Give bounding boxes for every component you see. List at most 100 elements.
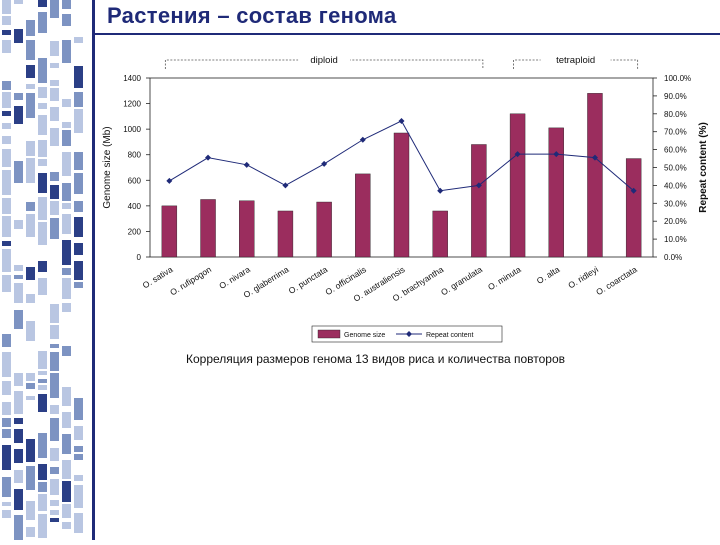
genome-band: [2, 249, 11, 272]
point-repeat-content: [205, 154, 212, 161]
genome-band: [74, 109, 83, 133]
genome-band: [26, 40, 35, 60]
genome-band: [50, 88, 59, 101]
genome-band: [74, 398, 83, 420]
genome-band: [2, 111, 11, 116]
y2-tick-label: 80.0%: [664, 110, 687, 119]
genome-band: [26, 439, 35, 462]
genome-band: [14, 515, 23, 540]
genome-band: [62, 99, 71, 107]
point-repeat-content: [243, 161, 250, 168]
y2-tick-label: 40.0%: [664, 181, 687, 190]
genome-band: [74, 282, 83, 288]
genome-band: [38, 103, 47, 109]
genome-band: [74, 66, 83, 88]
genome-band: [2, 30, 11, 35]
bar-genome-size: [393, 132, 410, 258]
genome-band: [38, 482, 47, 492]
genome-band: [2, 136, 11, 144]
genome-band: [50, 467, 59, 474]
genome-band: [14, 265, 23, 271]
genome-band: [14, 418, 23, 424]
genome-band: [2, 81, 11, 90]
bar-genome-size: [200, 199, 216, 258]
genome-band: [26, 396, 35, 400]
genome-band: [2, 275, 11, 292]
category-label: O. punctata: [287, 264, 330, 296]
genome-band: [2, 402, 11, 415]
point-repeat-content: [359, 136, 366, 143]
genome-band: [38, 140, 47, 157]
genome-band: [26, 93, 35, 118]
genome-band: [62, 0, 71, 9]
genome-band: [38, 385, 47, 390]
genome-band: [38, 173, 47, 193]
genome-band: [62, 460, 71, 479]
y2-tick-label: 90.0%: [664, 92, 687, 101]
bar-genome-size: [548, 127, 564, 258]
genome-band: [26, 20, 35, 36]
genome-band: [2, 445, 11, 470]
genome-band: [2, 510, 11, 518]
group-label-bg: [298, 54, 351, 66]
genome-band: [38, 514, 47, 538]
genome-band: [74, 513, 83, 533]
genome-band: [50, 172, 59, 181]
genome-band: [74, 92, 83, 107]
genome-band: [26, 321, 35, 341]
genome-band: [62, 240, 71, 265]
genome-band: [38, 159, 47, 166]
point-repeat-content: [630, 187, 637, 194]
decorative-genome-strip: [0, 0, 86, 540]
bar-genome-size: [355, 173, 371, 258]
genome-band: [62, 278, 71, 299]
y-tick-label: 200: [128, 227, 142, 236]
genome-band: [14, 220, 23, 229]
point-repeat-content: [553, 151, 560, 158]
y-tick-label: 800: [128, 151, 142, 160]
y2-tick-label: 10.0%: [664, 235, 687, 244]
bar-genome-size: [625, 158, 642, 258]
genome-band: [2, 149, 11, 167]
genome-band: [74, 446, 83, 452]
genome-band: [26, 84, 35, 89]
genome-band: [2, 40, 11, 53]
point-repeat-content: [475, 182, 482, 189]
group-label: diploid: [310, 55, 337, 66]
genome-band: [38, 351, 47, 369]
genome-band: [50, 352, 59, 371]
bar-genome-size: [161, 205, 178, 258]
genome-band: [62, 214, 71, 234]
genome-band: [38, 379, 47, 383]
category-label: O. rufipogon: [168, 264, 213, 297]
genome-band: [14, 489, 23, 510]
y-tick-label: 600: [128, 176, 142, 185]
group-bracket: [164, 59, 484, 69]
genome-band: [2, 0, 11, 14]
genome-band: [26, 294, 35, 303]
genome-band: [50, 201, 59, 215]
genome-band: [50, 63, 59, 68]
genome-band: [2, 418, 11, 427]
bar-genome-size: [316, 201, 332, 258]
genome-band: [62, 152, 71, 176]
genome-band: [62, 346, 71, 356]
genome-band: [38, 87, 47, 98]
genome-band-graphic: [2, 0, 83, 540]
category-label: O. minuta: [486, 264, 523, 292]
y-tick-label: 1000: [123, 125, 141, 134]
genome-band: [50, 218, 59, 239]
genome-band: [62, 434, 71, 454]
category-label: O. nivara: [217, 264, 252, 291]
y2-tick-label: 30.0%: [664, 199, 687, 208]
genome-band: [38, 371, 47, 375]
genome-band: [62, 504, 71, 518]
genome-band: [2, 16, 11, 25]
y-tick-label: 400: [128, 202, 142, 211]
genome-band: [50, 500, 59, 506]
bar-genome-size: [277, 210, 294, 258]
genome-band: [74, 217, 83, 237]
y2-tick-label: 70.0%: [664, 128, 687, 137]
y2-tick-label: 100.0%: [664, 74, 691, 83]
genome-band: [50, 344, 59, 348]
